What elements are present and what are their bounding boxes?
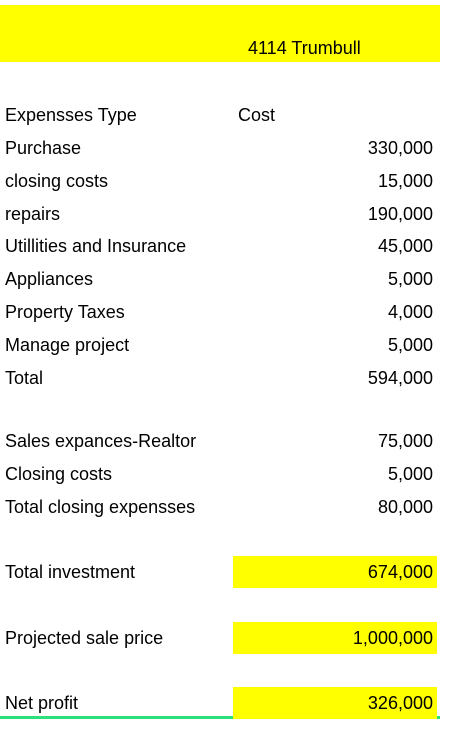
row-label: Total xyxy=(5,367,44,388)
row-value: 674,000 xyxy=(367,562,433,582)
row-label: Total investment xyxy=(5,562,136,582)
row-value: 190,000 xyxy=(367,203,433,224)
row-value: 5,000 xyxy=(387,269,433,290)
row-label: Appliances xyxy=(5,269,94,290)
row-value: 4,000 xyxy=(387,302,433,322)
row-label: Utillities and Insurance xyxy=(5,236,187,257)
row-value: 45,000 xyxy=(377,236,433,257)
row-label: Manage project xyxy=(5,334,130,355)
column-header: Cost xyxy=(238,105,276,125)
row-label: Total closing expensses xyxy=(5,497,196,517)
row-value: 5,000 xyxy=(387,464,433,484)
row-value: 5,000 xyxy=(387,334,433,355)
sheet-title: 4114 Trumbull xyxy=(248,38,361,58)
highlight xyxy=(233,556,437,588)
row-value: 330,000 xyxy=(367,138,433,158)
row-label: Property Taxes xyxy=(5,302,125,322)
row-value: 1,000,000 xyxy=(352,627,433,648)
row-label: Net profit xyxy=(5,693,79,713)
row-value: 326,000 xyxy=(367,693,433,713)
row-label: Sales expances-Realtor xyxy=(5,431,197,451)
highlight xyxy=(233,621,437,654)
row-label: Projected sale price xyxy=(5,627,164,648)
column-header: Expensses Type xyxy=(5,105,137,125)
bottom-rule xyxy=(0,716,440,719)
row-value: 80,000 xyxy=(377,497,433,517)
row-label: repairs xyxy=(5,203,61,224)
title-band xyxy=(0,5,440,62)
row-label: Closing costs xyxy=(5,464,113,484)
row-label: Purchase xyxy=(5,138,82,158)
row-value: 75,000 xyxy=(377,431,433,451)
row-value: 594,000 xyxy=(367,367,433,388)
highlight xyxy=(233,687,437,719)
row-value: 15,000 xyxy=(377,170,433,191)
row-label: closing costs xyxy=(5,170,109,191)
